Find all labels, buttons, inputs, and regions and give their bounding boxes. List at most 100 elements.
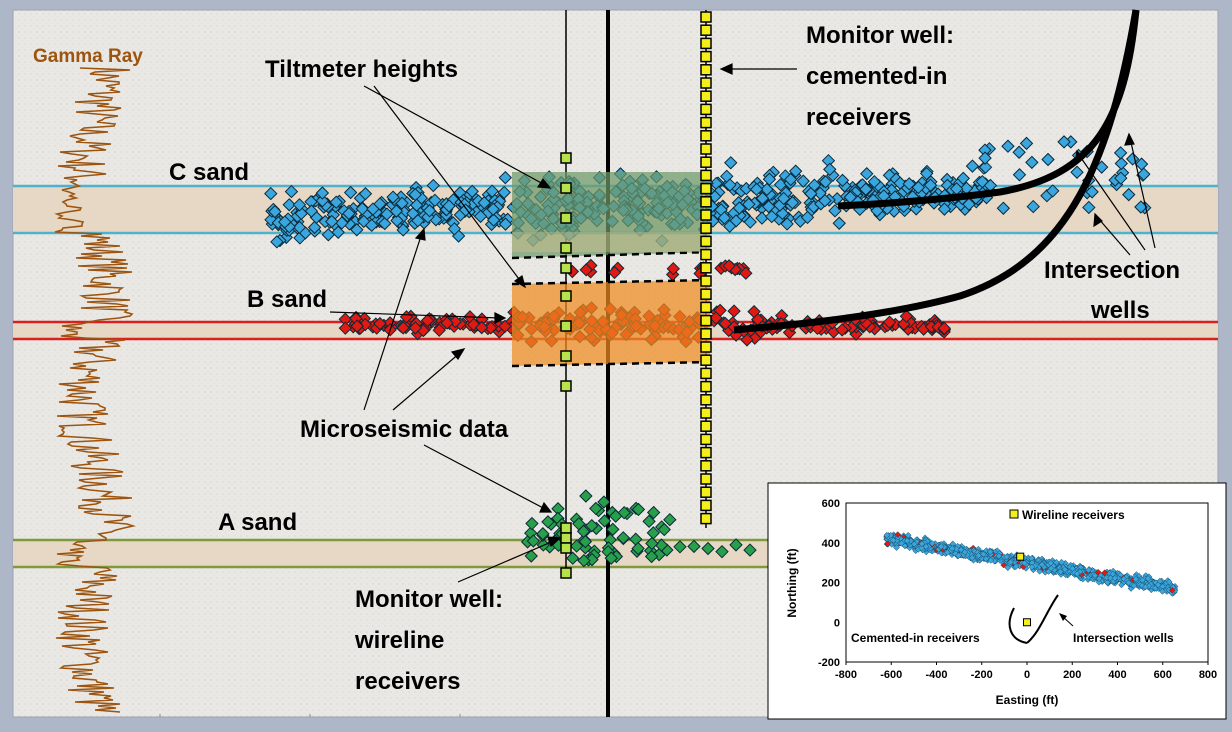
c-sand-event	[498, 217, 513, 231]
wireline-receiver	[560, 290, 572, 302]
b-sand-event	[373, 316, 387, 331]
inset-event	[1053, 558, 1060, 566]
a-sand-event	[645, 536, 659, 551]
c-sand-event	[860, 167, 874, 181]
c-sand-event	[962, 197, 976, 211]
cemented-receiver	[700, 499, 712, 512]
a-sand-event	[526, 534, 541, 548]
tiltmeter-box-c-sand-base	[511, 250, 711, 260]
inset-event	[1058, 558, 1065, 566]
inset-legend-receiver-icon	[1009, 509, 1019, 519]
c-sand-event	[428, 193, 442, 208]
tiltmeter-heights-label: Tiltmeter heights	[265, 56, 458, 83]
c-sand-event	[867, 174, 882, 189]
c-sand-event	[355, 202, 370, 216]
callout-arrows	[329, 63, 1156, 583]
c-sand-event	[923, 178, 938, 192]
a-sand-event	[642, 514, 656, 529]
a-sand-event	[566, 551, 580, 565]
a-sand-event	[597, 514, 612, 528]
c-sand-event	[1046, 184, 1060, 198]
inset-event	[898, 539, 905, 547]
a-sand-event	[589, 501, 603, 516]
inset-event	[1104, 579, 1111, 586]
tiltmeter-box-b-sand	[512, 280, 710, 366]
c-sand-event	[1001, 139, 1015, 153]
c-sand-event	[996, 201, 1011, 215]
b-sand-label: B sand	[247, 286, 327, 313]
cemented-receiver	[700, 460, 712, 472]
c-sand-event	[1019, 136, 1034, 151]
inset-event	[1111, 574, 1119, 582]
b-sand-event	[937, 321, 951, 336]
c-sand-event	[780, 217, 794, 231]
c-sand-event	[264, 186, 278, 201]
cemented-receiver	[700, 209, 712, 221]
monitor-cemented-label-1: Monitor well:	[806, 22, 954, 49]
cemented-receiver	[700, 130, 712, 142]
inset-event	[883, 531, 891, 539]
c-sand-event	[409, 198, 424, 212]
wireline-receiver	[560, 350, 572, 362]
inset-intersection-label: Intersection wells	[1073, 631, 1174, 645]
c-sand-event	[498, 170, 513, 185]
c-sand-event	[358, 187, 373, 201]
tiltmeter-box-c-sand-fill-lower	[512, 232, 710, 252]
inset-event	[1061, 566, 1069, 573]
a-sand-event	[657, 522, 671, 537]
c-sand-event	[342, 206, 356, 221]
b-sand-event	[420, 313, 435, 328]
inset-event	[903, 537, 911, 545]
b-sand-event	[483, 321, 498, 335]
c-sand-event	[1122, 187, 1136, 202]
c-sand-event	[473, 209, 488, 224]
a-sand-event	[597, 495, 611, 509]
c-sand-event	[762, 172, 777, 186]
c-sand-event	[366, 202, 380, 216]
c-sand-event	[486, 213, 501, 227]
inset-wireline-label: Wireline receivers	[1022, 508, 1125, 522]
c-sand-event	[956, 171, 970, 186]
inset-chart-panel	[767, 482, 1227, 720]
inset-x-tick-label: -200	[971, 669, 993, 681]
cemented-receiver	[700, 486, 712, 498]
c-sand-event	[760, 182, 774, 197]
inset-event	[1012, 563, 1020, 570]
c-sand-event	[465, 184, 479, 199]
cemented-receiver	[700, 24, 712, 36]
cemented-receiver	[700, 169, 712, 182]
c-sand-event	[755, 191, 770, 206]
a-sand-event	[701, 541, 715, 556]
c-sand-event	[284, 184, 299, 199]
wireline-receiver	[560, 542, 572, 554]
inset-x-axis-label: Easting (ft)	[996, 693, 1059, 707]
cemented-receiver	[700, 341, 712, 353]
c-sand-event	[331, 225, 345, 239]
c-sand-label: C sand	[169, 159, 249, 186]
inset-axes: -800 -600 -400 -200 0 200 400 600 800 600 400 200 0 -…	[818, 498, 1217, 681]
wireline-receiver	[560, 320, 572, 332]
c-sand-event	[788, 164, 803, 178]
inset-event	[1132, 575, 1140, 583]
inset-event	[1159, 587, 1166, 595]
wireline-receiver	[560, 242, 572, 254]
c-sand-event	[292, 198, 307, 212]
inset-y-tick-label: 200	[822, 578, 840, 590]
cemented-receiver	[700, 328, 712, 340]
inset-x-tick-label: 600	[1154, 669, 1172, 681]
c-sand-event	[307, 220, 322, 235]
b-sand-event	[448, 314, 462, 329]
b-sand-event	[440, 316, 454, 330]
b-sand-event	[579, 263, 593, 277]
intersection-wells-label-1: Intersection	[1044, 257, 1180, 284]
wireline-receiver	[560, 262, 572, 274]
inset-y-tick-label: 400	[822, 538, 840, 550]
a-sand-event	[646, 505, 661, 520]
c-sand-event	[442, 199, 456, 213]
c-sand-event	[978, 151, 992, 165]
c-sand-event	[823, 162, 837, 177]
c-sand-event	[832, 216, 846, 230]
inset-wireline-receiver	[1016, 552, 1025, 561]
inset-event	[986, 548, 994, 556]
inset-event	[1073, 570, 1081, 578]
